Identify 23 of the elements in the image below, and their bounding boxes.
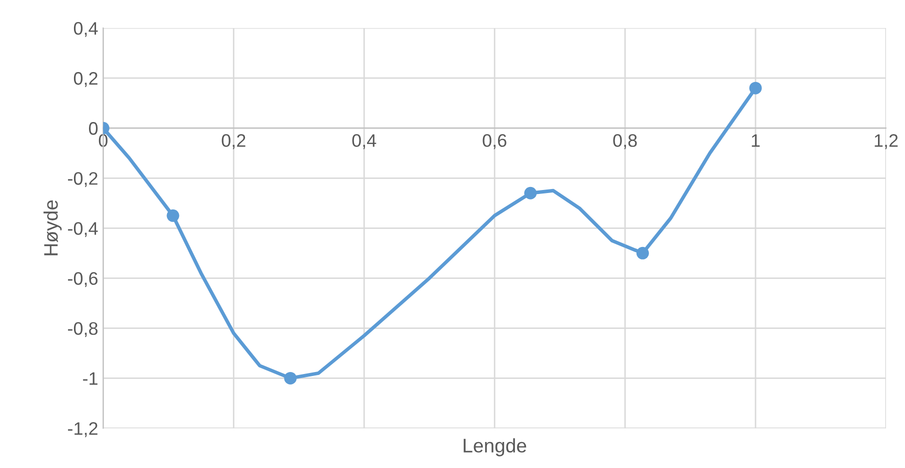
point (524, 186, 537, 200)
y-tick-label: -1,2 (68, 422, 98, 438)
y-tick-label: -0,6 (68, 272, 98, 288)
y-tick-label: -0,8 (68, 322, 98, 338)
y-axis-title: Høyde (44, 200, 62, 256)
y-tick-label: -1 (83, 372, 98, 385)
y-tick-label: -0,4 (68, 222, 98, 238)
point (749, 82, 762, 94)
point (636, 246, 649, 260)
x-tick-label: 0,2 (222, 134, 246, 150)
y-tick-label: -0,2 (68, 172, 98, 187)
y-tick-label: 0 (88, 122, 98, 135)
x-tick-label: 0,4 (352, 134, 376, 150)
x-tick-label: 1,2 (874, 134, 898, 150)
x-tick-label: 0,8 (613, 134, 637, 150)
point (284, 372, 297, 384)
y-tick-label: 0,4 (74, 22, 98, 37)
x-tick-label: 0 (98, 134, 108, 147)
y-tick-label: 0,2 (74, 72, 98, 87)
x-tick-label: 0,6 (482, 134, 506, 150)
x-tick-label: 1 (752, 134, 760, 147)
point (166, 209, 180, 222)
x-axis-title: Lengde (464, 438, 526, 456)
